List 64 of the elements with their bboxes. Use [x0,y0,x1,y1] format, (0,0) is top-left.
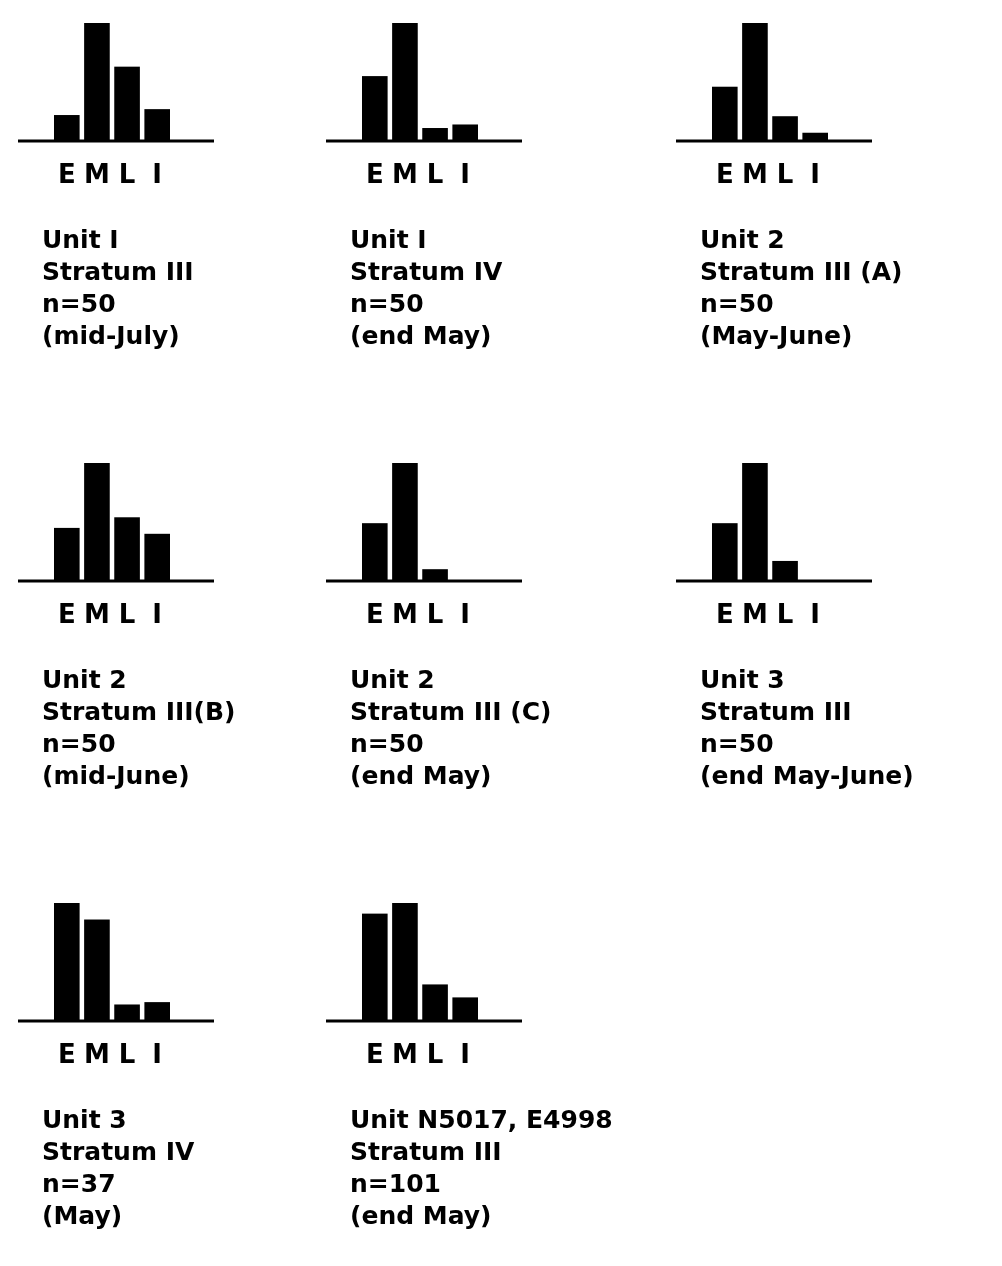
text: (end May) [350,321,492,350]
x-tick-label: M [84,599,110,629]
text: n=50 [350,729,424,758]
text: Unit 3 [700,665,785,694]
text: Unit 3 [42,1105,127,1134]
text: Unit I [42,225,119,254]
text: Stratum III(B) [42,697,236,726]
text: Unit I [350,225,427,254]
x-tick-label: L [118,599,136,629]
x-tick-label: I [460,159,471,189]
x-tick-label: L [426,159,444,189]
text: Unit 2 [350,665,435,694]
x-tick-label: E [57,599,76,629]
x-tick-label: I [152,599,163,629]
text: Stratum III (A) [700,257,903,286]
x-tick-label: M [392,159,418,189]
x-tick-label: M [742,599,768,629]
text: (end May-June) [700,761,914,790]
x-tick-label: E [715,159,734,189]
text: Stratum III [350,1137,502,1166]
text: n=50 [700,729,774,758]
text: Unit 2 [700,225,785,254]
x-tick-label: E [715,599,734,629]
x-tick-label: E [365,159,384,189]
text: (mid-July) [42,321,180,350]
x-tick-label: E [57,159,76,189]
text: n=101 [350,1169,441,1198]
x-tick-label: L [426,1039,444,1069]
x-tick-label: L [776,599,794,629]
x-tick-label: M [84,159,110,189]
text: Stratum III [42,257,194,286]
text: (May-June) [700,321,853,350]
x-tick-label: I [460,1039,471,1069]
x-tick-label: E [57,1039,76,1069]
text: (May) [42,1201,123,1230]
text: n=37 [42,1169,116,1198]
x-tick-label: M [392,599,418,629]
x-tick-label: I [152,1039,163,1069]
x-tick-label: I [460,599,471,629]
x-tick-label: L [118,1039,136,1069]
text: Stratum IV [350,257,503,286]
text: n=50 [42,289,116,318]
x-tick-label: M [392,1039,418,1069]
text: n=50 [350,289,424,318]
x-tick-label: I [152,159,163,189]
x-tick-label: E [365,1039,384,1069]
text: n=50 [42,729,116,758]
text: (mid-June) [42,761,190,790]
text: Stratum III [700,697,852,726]
x-tick-label: L [776,159,794,189]
x-tick-label: I [810,159,821,189]
text: Unit N5017, E4998 [350,1105,613,1134]
text: Unit 2 [42,665,127,694]
text: n=50 [700,289,774,318]
x-tick-label: E [365,599,384,629]
text: Stratum IV [42,1137,195,1166]
text: Stratum III (C) [350,697,552,726]
x-tick-label: I [810,599,821,629]
text: (end May) [350,1201,492,1230]
x-tick-label: L [426,599,444,629]
x-tick-label: M [742,159,768,189]
text: (end May) [350,761,492,790]
x-tick-label: L [118,159,136,189]
x-tick-label: M [84,1039,110,1069]
